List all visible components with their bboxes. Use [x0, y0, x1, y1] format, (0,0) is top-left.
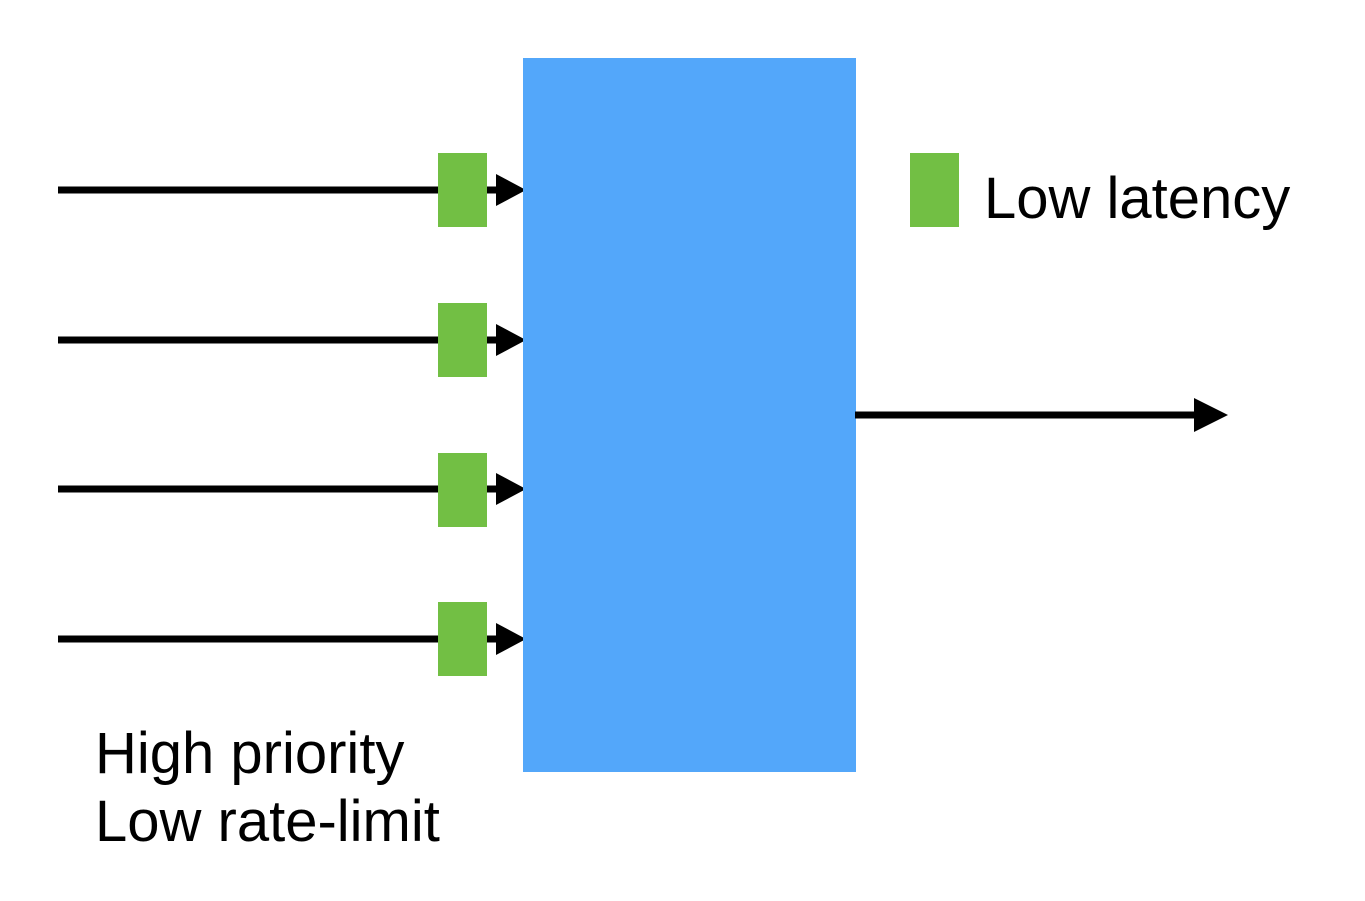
output-flow [855, 398, 1228, 432]
packet-4 [438, 602, 487, 676]
packet-3 [438, 453, 487, 527]
input-arrowhead-3 [496, 473, 526, 505]
input-arrowhead-1 [496, 174, 526, 206]
output-arrowhead [1194, 398, 1228, 432]
scheduler-block [523, 58, 856, 772]
input-arrowhead-2 [496, 324, 526, 356]
input-description: High priority Low rate-limit [95, 720, 440, 856]
input-flow-3 [58, 453, 526, 527]
input-description-line-1: High priority [95, 721, 405, 786]
input-description-line-2: Low rate-limit [95, 789, 440, 854]
legend-label: Low latency [984, 166, 1291, 231]
packet-1 [438, 153, 487, 227]
input-flow-1 [58, 153, 526, 227]
legend-swatch [910, 153, 959, 227]
input-flow-4 [58, 602, 526, 676]
input-flow-2 [58, 303, 526, 377]
packet-2 [438, 303, 487, 377]
input-arrowhead-4 [496, 623, 526, 655]
